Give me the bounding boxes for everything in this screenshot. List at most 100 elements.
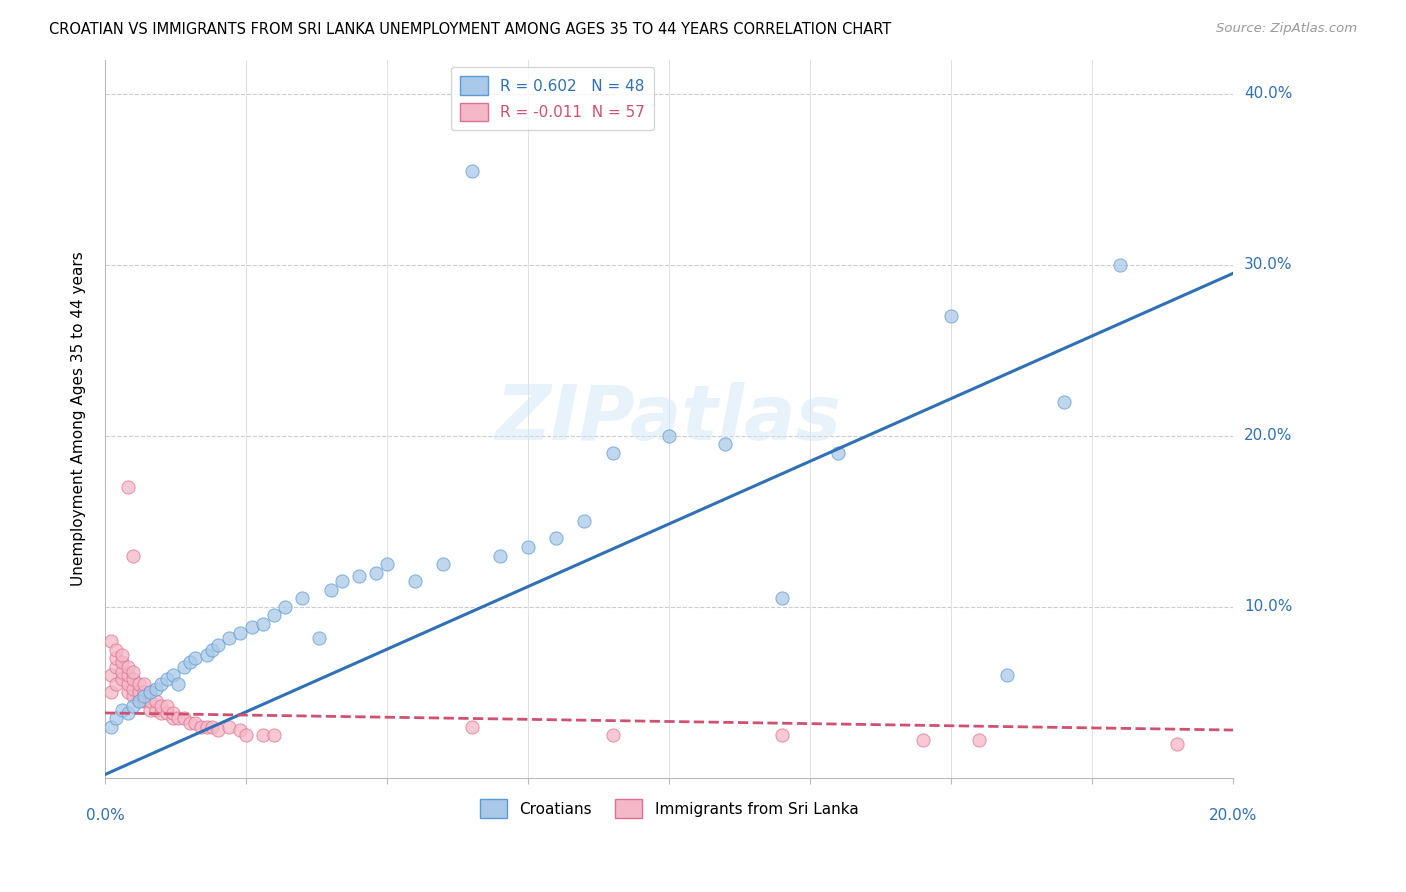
Text: Source: ZipAtlas.com: Source: ZipAtlas.com (1216, 22, 1357, 36)
Point (111, 655, 134, 669)
Point (122, 699, 145, 714)
Point (167, 711, 190, 725)
Point (122, 665, 145, 679)
Point (150, 699, 173, 714)
Point (347, 569, 370, 583)
Point (156, 706, 179, 720)
Point (134, 689, 156, 703)
Point (229, 723, 252, 737)
Point (162, 668, 184, 682)
Point (156, 699, 179, 714)
Point (105, 651, 128, 665)
Point (100, 720, 122, 734)
Point (117, 685, 139, 699)
Point (139, 694, 162, 708)
Point (139, 685, 162, 699)
Point (111, 672, 134, 686)
Point (714, 437, 737, 451)
Point (488, 549, 510, 563)
Point (162, 711, 184, 725)
Point (184, 651, 207, 665)
Point (274, 599, 297, 614)
Point (173, 711, 195, 725)
Point (364, 566, 387, 580)
Point (105, 642, 128, 657)
Point (827, 446, 849, 460)
Point (184, 716, 207, 731)
Point (240, 620, 263, 634)
Point (218, 720, 240, 734)
Point (308, 631, 330, 645)
Point (195, 720, 218, 734)
Point (602, 446, 624, 460)
Point (117, 706, 139, 720)
Point (139, 685, 162, 699)
Point (128, 685, 150, 699)
Text: 30.0%: 30.0% (1244, 257, 1292, 272)
Point (218, 631, 240, 645)
Point (770, 728, 793, 742)
Point (117, 668, 139, 682)
Point (139, 702, 162, 716)
Text: 10.0%: 10.0% (1244, 599, 1292, 615)
Point (546, 532, 568, 546)
Point (122, 672, 145, 686)
Point (319, 582, 342, 597)
Point (517, 540, 540, 554)
Point (145, 694, 167, 708)
Point (167, 677, 190, 691)
Text: CROATIAN VS IMMIGRANTS FROM SRI LANKA UNEMPLOYMENT AMONG AGES 35 TO 44 YEARS COR: CROATIAN VS IMMIGRANTS FROM SRI LANKA UN… (49, 22, 891, 37)
Point (375, 557, 398, 571)
Point (134, 677, 156, 691)
Point (263, 728, 285, 742)
Point (134, 694, 156, 708)
Point (252, 617, 274, 632)
Point (770, 591, 793, 606)
Point (229, 625, 252, 640)
Point (235, 728, 257, 742)
Point (207, 638, 229, 652)
Point (117, 480, 139, 494)
Point (105, 677, 128, 691)
Point (134, 685, 156, 699)
Point (1109, 258, 1132, 272)
Point (330, 574, 353, 589)
Point (179, 716, 201, 731)
Point (150, 706, 173, 720)
Point (460, 720, 482, 734)
Point (122, 689, 145, 703)
Point (201, 642, 224, 657)
Point (404, 574, 426, 589)
Point (602, 728, 624, 742)
Point (190, 720, 212, 734)
Point (291, 591, 314, 606)
Point (460, 163, 482, 178)
Legend: Croatians, Immigrants from Sri Lanka: Croatians, Immigrants from Sri Lanka (474, 793, 865, 824)
Point (117, 677, 139, 691)
Point (1166, 737, 1188, 751)
Point (111, 702, 134, 716)
Point (156, 672, 179, 686)
Point (967, 733, 990, 747)
Point (207, 723, 229, 737)
Point (995, 668, 1018, 682)
Point (111, 648, 134, 662)
Text: 20.0%: 20.0% (1244, 428, 1292, 443)
Point (179, 655, 201, 669)
Point (105, 659, 128, 673)
Point (145, 702, 167, 716)
Text: 0.0%: 0.0% (86, 808, 124, 823)
Y-axis label: Unemployment Among Ages 35 to 44 years: Unemployment Among Ages 35 to 44 years (72, 252, 86, 586)
Point (122, 549, 145, 563)
Point (100, 634, 122, 648)
Point (100, 668, 122, 682)
Point (195, 648, 218, 662)
Point (128, 694, 150, 708)
Point (173, 659, 195, 673)
Point (150, 677, 173, 691)
Point (162, 706, 184, 720)
Point (122, 681, 145, 696)
Point (105, 711, 128, 725)
Point (111, 665, 134, 679)
Point (145, 681, 167, 696)
